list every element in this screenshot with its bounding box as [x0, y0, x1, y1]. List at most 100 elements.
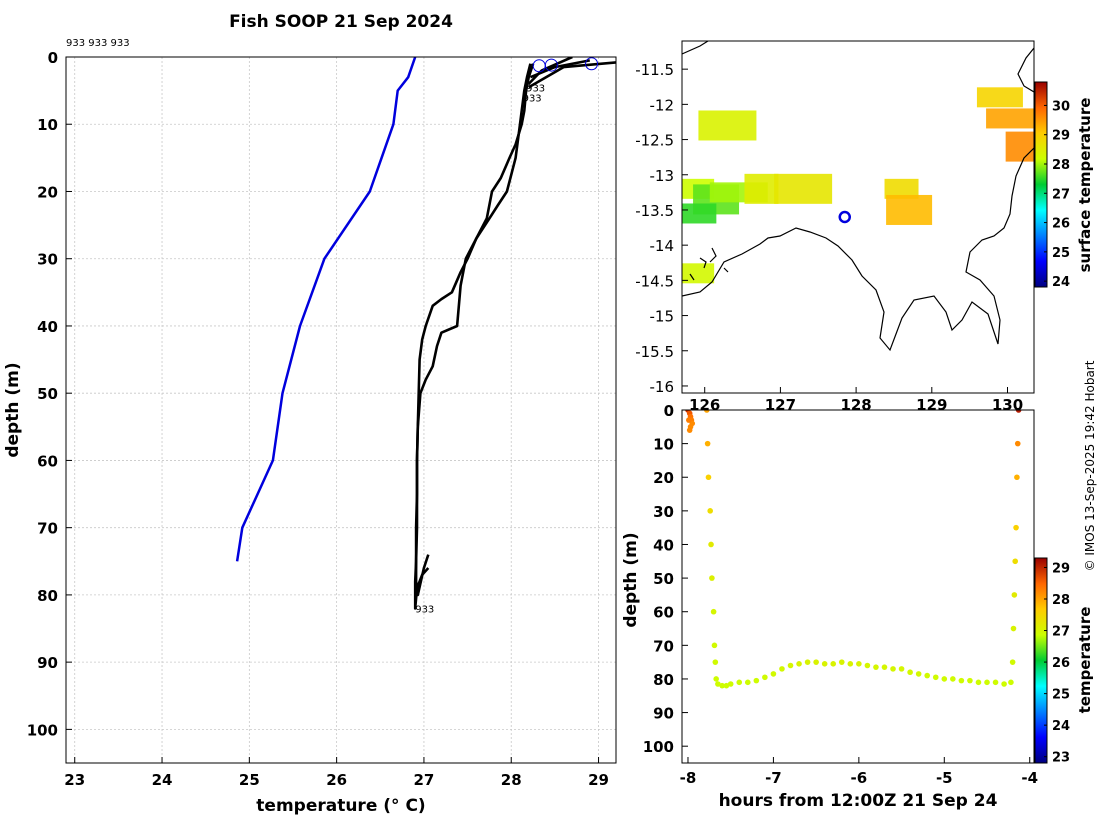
map-lat-tick-label: -13.5: [635, 202, 674, 220]
figure-title: Fish SOOP 21 Sep 2024: [229, 12, 453, 32]
depth-time-point: [1014, 474, 1020, 481]
depth-time-point: [838, 659, 845, 665]
depth-time-point: [950, 676, 956, 682]
profiles-x-tick-label: 25: [239, 771, 260, 789]
depth-time-point: [932, 674, 939, 681]
map-background: [682, 41, 1034, 393]
depth-time-point: [1001, 681, 1007, 687]
depth-time-point: [898, 666, 905, 672]
coastline-north: [682, 41, 1034, 93]
map-lat-tick-label: -16: [650, 378, 675, 396]
depth-time-point: [804, 659, 811, 665]
depth-time-point: [686, 417, 692, 423]
ship-position-marker: [838, 210, 852, 224]
sst-patch: [986, 108, 1034, 129]
depth-time-point: [813, 659, 819, 665]
profiles-y-label: depth (m): [3, 362, 23, 457]
profile-series-line: [527, 57, 573, 85]
profile-annotation: 933: [415, 604, 434, 615]
track-y-tick-label: 70: [653, 637, 674, 655]
track-colorbar-tick-label: 24: [1052, 719, 1070, 734]
profile-annotation: 933: [526, 83, 545, 94]
track-colorbar-tick-label: 27: [1052, 625, 1070, 640]
profiles-x-tick-label: 27: [413, 771, 434, 789]
profile-series-line: [414, 63, 535, 597]
map-lat-tick-label: -15.5: [635, 343, 674, 361]
depth-time-point: [787, 662, 794, 669]
map-colorbar: [1034, 81, 1048, 288]
map-lat-tick-label: -12: [650, 96, 675, 114]
map-lat-ticks: -11.5 -12 -12.5 -13 -13.5 -14 -14.5 -15 -15.5 -16: [635, 61, 688, 396]
profiles-y-tick-label: 100: [27, 721, 58, 739]
depth-time-point: [992, 679, 999, 686]
depth-time-point: [736, 679, 743, 686]
depth-time-point: [704, 440, 711, 447]
map-colorbar-tick-label: 29: [1052, 129, 1070, 144]
map-lon-tick-label: 127: [765, 396, 796, 414]
ship-marker: [838, 210, 852, 224]
sst-map: -11.5 -12 -12.5 -13 -13.5 -14 -14.5 -15 -15.5 -16…: [635, 40, 1094, 414]
depth-time-point: [762, 674, 768, 681]
profiles-y-tick-label: 60: [37, 452, 58, 470]
depth-time-point: [856, 661, 862, 667]
track-colorbar-tick-label: 26: [1052, 656, 1070, 671]
map-colorbar-ticks: 24 25 26 27 28 29 30: [1044, 99, 1070, 290]
depth-time-point: [779, 666, 785, 672]
track-x-label: hours from 12:00Z 21 Sep 24: [719, 791, 998, 811]
depth-time-point: [723, 682, 730, 689]
map-colorbar-tick-label: 28: [1052, 158, 1070, 173]
depth-time-point: [710, 608, 717, 615]
profile-surface-marker: [585, 57, 599, 71]
track-y-tick-label: 60: [653, 604, 674, 622]
track-y-tick-label: 50: [653, 570, 674, 588]
track-x-tick-label: -7: [765, 769, 782, 787]
depth-time-point: [770, 671, 777, 677]
coastline: [682, 41, 1034, 352]
depth-time-point: [715, 681, 721, 687]
track-x-ticks: -8 -7 -6 -5 -4: [680, 757, 1038, 787]
track-colorbar-tick-label: 23: [1052, 751, 1070, 766]
credit-text: © IMOS 13-Sep-2025 19:42 Hobart: [1083, 360, 1097, 571]
depth-time-point: [958, 677, 965, 684]
track-axes-frame: [681, 409, 1035, 764]
profiles-series: [235, 57, 616, 610]
depth-time-point: [975, 679, 982, 686]
track-x-tick-label: -5: [936, 769, 953, 787]
profile-surface-marker: [544, 58, 558, 72]
map-colorbar-tick-label: 30: [1052, 99, 1070, 114]
coastline-islands: [689, 247, 729, 281]
depth-time-point: [830, 661, 837, 667]
depth-time-point: [967, 677, 973, 684]
depth-time-point: [703, 410, 710, 413]
profile-surface-marker: [532, 59, 546, 73]
depth-time-point: [873, 664, 879, 670]
map-lat-tick-label: -13: [650, 167, 675, 185]
depth-time-point: [907, 669, 913, 676]
sst-patches: [682, 87, 1034, 284]
profile-annotation: 933: [523, 93, 542, 104]
depth-time-point: [712, 659, 719, 665]
depth-time-point: [753, 677, 760, 684]
track-colorbar-ticks: 23 24 25 26 27 28 29: [1044, 561, 1070, 766]
profiles-y-tick-label: 20: [37, 183, 58, 201]
profiles-axes-frame: [65, 56, 617, 764]
track-y-label: depth (m): [621, 532, 641, 627]
coastline-mainland: [682, 147, 1034, 352]
track-colorbar-tick-label: 25: [1052, 688, 1070, 703]
depth-time-point: [744, 679, 751, 686]
depth-time-point: [727, 681, 734, 687]
depth-time-point: [708, 541, 714, 548]
profiles-y-tick-label: 40: [37, 318, 58, 336]
depth-time-point: [1010, 625, 1017, 632]
depth-time-point: [719, 682, 725, 689]
track-x-tick-label: -4: [1021, 769, 1038, 787]
track-y-ticks: 0 10 20 30 40 50 60 70 80 90 100: [643, 402, 688, 756]
profiles-x-tick-label: 29: [588, 771, 609, 789]
track-y-tick-label: 100: [643, 738, 674, 756]
depth-time-point: [1012, 558, 1019, 565]
track-y-tick-label: 10: [653, 436, 674, 454]
profiles-y-tick-label: 10: [37, 116, 58, 134]
map-colorbar-tick-label: 27: [1052, 187, 1070, 202]
profiles-x-label: temperature (° C): [256, 796, 425, 816]
sst-patch: [1005, 131, 1034, 162]
